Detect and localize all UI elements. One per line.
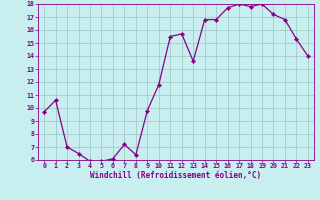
X-axis label: Windchill (Refroidissement éolien,°C): Windchill (Refroidissement éolien,°C) [91, 171, 261, 180]
